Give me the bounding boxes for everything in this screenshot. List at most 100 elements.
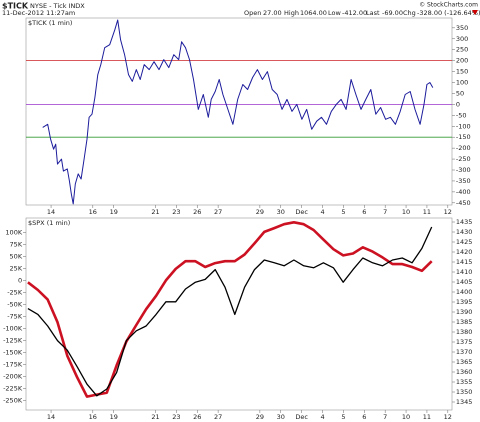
quote-value: -69.00	[382, 9, 403, 17]
copyright: © StockCharts.com	[419, 2, 478, 9]
x-tick-label: 29	[256, 413, 264, 421]
y-tick-label: 1430	[456, 228, 473, 236]
y-tick-label: 1415	[456, 258, 473, 266]
y-tick-label: 50	[456, 89, 464, 97]
y-tick-label: 1375	[456, 338, 473, 346]
y-tick-label: -50	[456, 111, 467, 119]
x-tick-label: 12	[444, 413, 452, 421]
x-tick-label: 5	[341, 208, 345, 216]
y-tick-label: 1410	[456, 268, 473, 276]
y-tick-label: -75K	[7, 312, 23, 320]
y-tick-label: 100	[456, 79, 468, 87]
x-tick-label: 4	[320, 208, 324, 216]
y-tick-label: 25K	[10, 264, 23, 272]
quote-value: -328.00 (-126.64%)	[417, 9, 480, 17]
down-arrow	[472, 10, 478, 15]
y-tick-label: -200K	[3, 372, 23, 380]
x-tick-label: 6	[362, 413, 366, 421]
y-tick-label: 1350	[456, 388, 473, 396]
x-tick-label: 12	[444, 208, 452, 216]
plot-frame	[25, 17, 453, 206]
y-tick-label: -350	[456, 177, 471, 185]
quote-value: -412.00	[342, 9, 367, 17]
y-tick-label: 1355	[456, 378, 473, 386]
quote-value: 1064.00	[300, 9, 327, 17]
symbol: $TICK	[2, 2, 29, 11]
x-tick-label: 16	[89, 413, 97, 421]
quote-value: 27.00	[263, 9, 282, 17]
y-tick-label: -200	[456, 144, 471, 152]
y-tick-label: 1365	[456, 358, 473, 366]
x-tick-label: 10	[402, 413, 410, 421]
x-tick-label: 6	[362, 208, 366, 216]
series-line	[27, 226, 433, 397]
x-tick-label: 21	[151, 208, 159, 216]
y-tick-label: 350	[456, 24, 468, 32]
panel-title: $SPX (1 min)	[28, 219, 70, 227]
x-tick-label: 10	[402, 208, 410, 216]
y-tick-label: -225K	[3, 384, 23, 392]
y-tick-label: -400	[456, 188, 471, 196]
y-tick-label: 1345	[456, 398, 473, 406]
y-tick-label: 150	[456, 68, 468, 76]
quote-label: Low	[328, 9, 341, 17]
description: NYSE - Tick INDX	[30, 2, 85, 10]
y-tick-label: 300	[456, 35, 468, 43]
quote-label: Chg	[403, 9, 416, 17]
y-tick-label: 1400	[456, 288, 473, 296]
y-tick-label: -300	[456, 166, 471, 174]
x-tick-label: 16	[89, 208, 97, 216]
quote-label: Last	[366, 9, 380, 17]
y-tick-label: 1370	[456, 348, 473, 356]
y-tick-label: -250	[456, 155, 471, 163]
y-tick-label: -450	[456, 199, 471, 207]
x-tick-label: 14	[47, 208, 55, 216]
x-tick-label: 11	[423, 208, 431, 216]
y-tick-label: -50K	[7, 300, 23, 308]
series-line	[27, 221, 433, 398]
x-tick-label: 21	[151, 413, 159, 421]
y-tick-label: 100K	[5, 228, 22, 236]
x-tick-label: 29	[256, 208, 264, 216]
y-tick-label: 1405	[456, 278, 473, 286]
y-tick-label: 250	[456, 46, 468, 54]
y-tick-label: 1435	[456, 218, 473, 226]
y-tick-label: 1425	[456, 238, 473, 246]
panel-title: $TICK (1 min)	[28, 19, 72, 27]
y-tick-label: -250K	[3, 396, 23, 404]
y-tick-label: -125K	[3, 336, 23, 344]
x-tick-label: Dec	[295, 208, 308, 216]
y-tick-label: 1420	[456, 248, 473, 256]
quote-label: Open	[244, 9, 261, 17]
y-tick-label: 1390	[456, 308, 473, 316]
x-tick-label: 14	[47, 413, 55, 421]
quote-label: High	[284, 9, 299, 17]
x-tick-label: 26	[193, 208, 201, 216]
x-tick-label: 5	[341, 413, 345, 421]
y-tick-label: 1380	[456, 328, 473, 336]
y-tick-label: 0	[456, 100, 460, 108]
y-tick-label: 200	[456, 57, 468, 65]
x-tick-label: 27	[214, 208, 222, 216]
x-tick-label: 19	[110, 208, 118, 216]
x-tick-label: 23	[172, 413, 180, 421]
x-tick-label: 23	[172, 208, 180, 216]
x-tick-label: 7	[383, 208, 387, 216]
y-tick-label: -100K	[3, 324, 23, 332]
x-tick-label: 30	[277, 413, 285, 421]
x-tick-label: 11	[423, 413, 431, 421]
y-tick-label: 1395	[456, 298, 473, 306]
plot-frame	[25, 217, 453, 411]
y-tick-label: 0	[18, 276, 22, 284]
y-tick-label: 1360	[456, 368, 473, 376]
datetime: 11-Dec-2012 11:27am	[2, 9, 75, 17]
y-tick-label: -150	[456, 133, 471, 141]
y-tick-label: -175K	[3, 360, 23, 368]
x-tick-label: 27	[214, 413, 222, 421]
x-tick-label: 30	[277, 208, 285, 216]
y-tick-label: 50K	[10, 252, 23, 260]
quote: Open 27.00 High 1064.00 Low -412.00 Last…	[244, 9, 480, 17]
x-tick-label: 19	[110, 413, 118, 421]
